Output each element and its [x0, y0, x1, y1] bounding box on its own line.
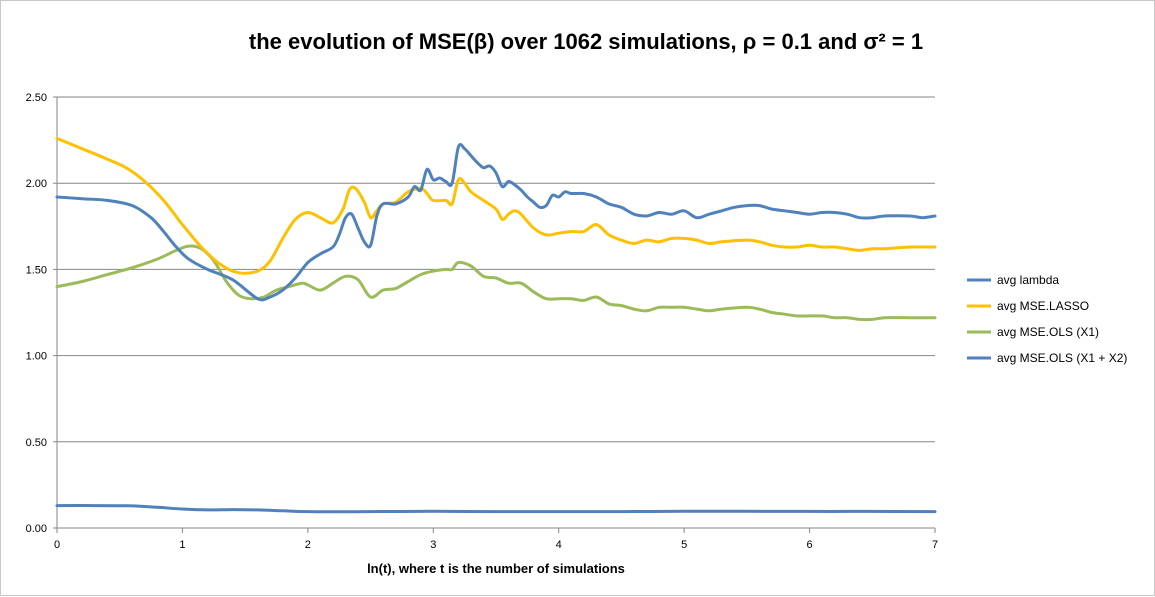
y-tick-label: 0.50 [26, 437, 47, 449]
y-tick-label: 1.00 [26, 351, 47, 363]
y-tick-label: 1.50 [26, 264, 47, 276]
legend-label: avg MSE.OLS (X1) [997, 325, 1099, 339]
x-axis-ticks: 0 1 2 3 4 5 6 7 [54, 528, 938, 551]
x-tick-label: 3 [430, 539, 436, 551]
legend-label: avg MSE.OLS (X1 + X2) [997, 351, 1127, 365]
legend-label: avg MSE.LASSO [997, 299, 1089, 313]
y-tick-label: 2.50 [26, 92, 47, 104]
x-tick-label: 6 [807, 539, 813, 551]
x-axis-title: ln(t), where t is the number of simulati… [367, 561, 625, 576]
legend-label: avg lambda [997, 273, 1059, 287]
legend: avg lambda avg MSE.LASSO avg MSE.OLS (X1) a… [967, 273, 1127, 365]
x-tick-label: 4 [556, 539, 562, 551]
series-line-3 [55, 143, 937, 302]
y-tick-label: 2.00 [26, 178, 47, 190]
y-tick-label: 0.00 [26, 523, 47, 535]
chart-title: the evolution of MSE(β) over 1062 simula… [249, 29, 923, 54]
x-tick-label: 2 [305, 539, 311, 551]
x-tick-label: 5 [681, 539, 687, 551]
plot-lines [55, 136, 937, 514]
series-line-1 [55, 136, 937, 275]
axes [56, 97, 935, 529]
y-axis-ticks: 0.00 0.50 1.00 1.50 2.00 2.50 [26, 92, 57, 535]
series-line-2 [55, 244, 937, 322]
series-line-0 [55, 504, 937, 514]
x-tick-label: 0 [54, 539, 60, 551]
x-tick-label: 1 [179, 539, 185, 551]
grid [57, 96, 935, 443]
x-tick-label: 7 [932, 539, 938, 551]
